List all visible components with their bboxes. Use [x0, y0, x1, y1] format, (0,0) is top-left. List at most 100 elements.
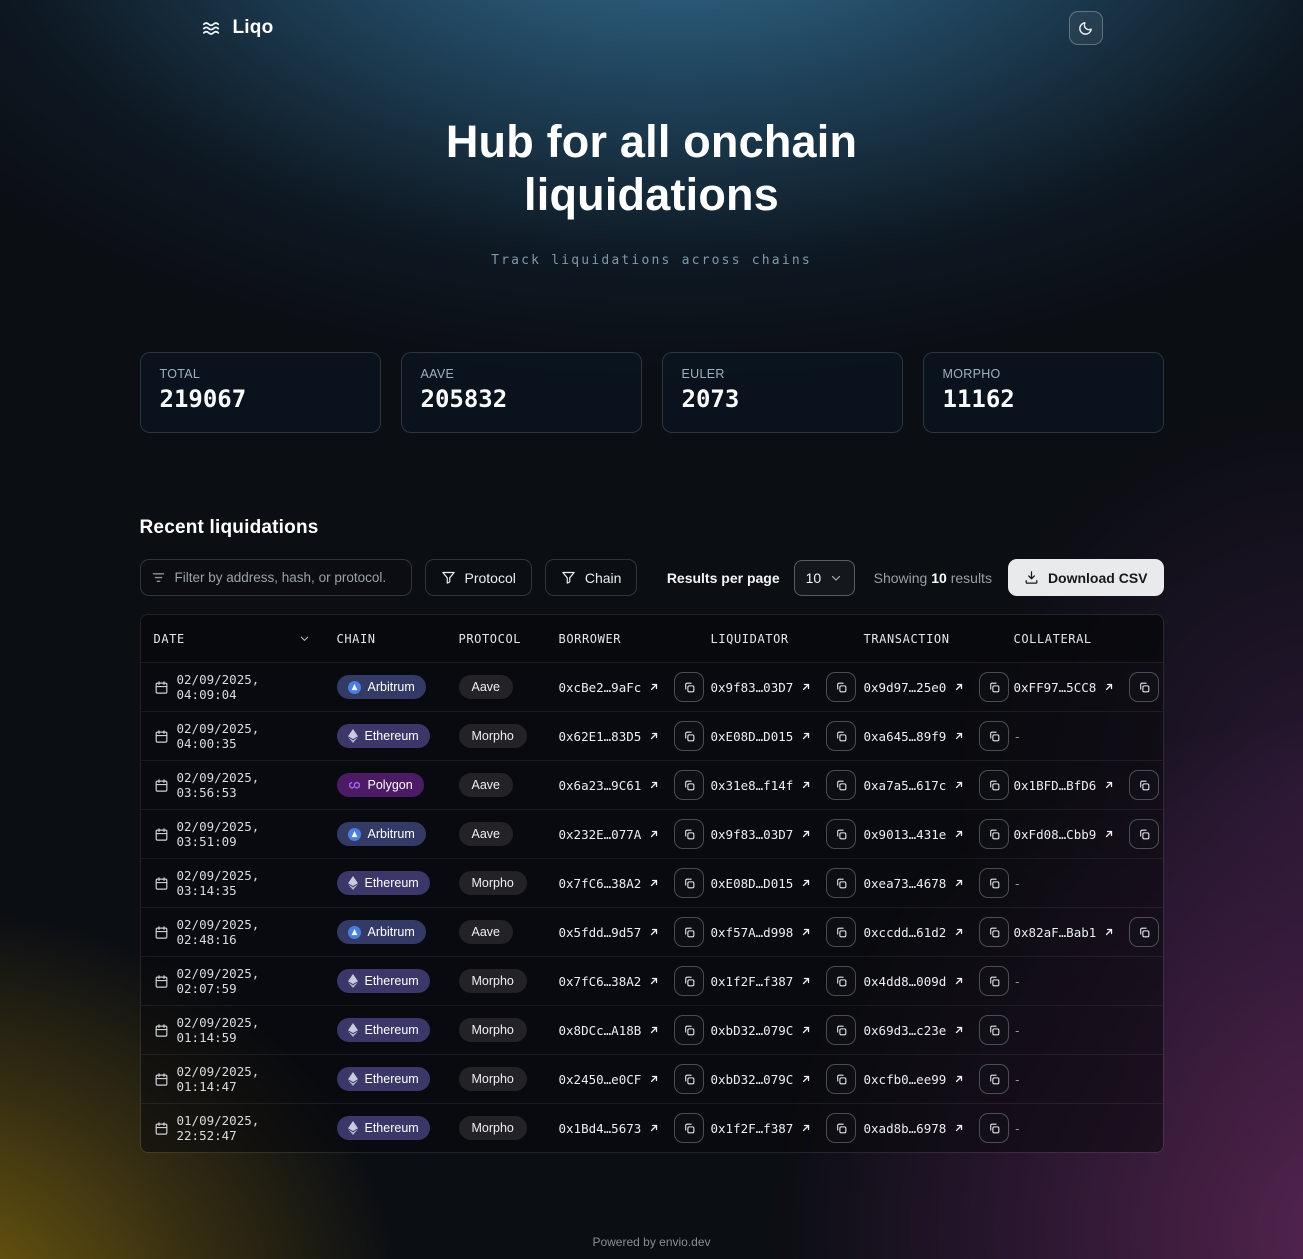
collateral-address-link[interactable]: -: [1013, 1120, 1022, 1136]
arrow-up-right-icon: [648, 681, 660, 693]
stat-card-euler: EULER 2073: [661, 352, 903, 434]
copy-button[interactable]: [979, 819, 1010, 850]
copy-button[interactable]: [674, 1064, 705, 1095]
transaction-hash-link[interactable]: 0xa7a5…617c: [863, 777, 947, 793]
logo[interactable]: Liqo: [201, 17, 274, 40]
liquidator-address-link[interactable]: 0xbD32…079C: [710, 1022, 794, 1038]
protocol-filter-button[interactable]: Protocol: [424, 559, 532, 597]
collateral-address-link[interactable]: -: [1013, 728, 1022, 744]
copy-button[interactable]: [674, 966, 705, 997]
borrower-address-link[interactable]: 0x62E1…83D5: [558, 728, 642, 744]
arbitrum-icon: [347, 680, 361, 694]
liquidator-address-link[interactable]: 0x9f83…03D7: [710, 826, 794, 842]
collateral-address-link[interactable]: 0x82aF…Bab1: [1013, 924, 1097, 940]
theme-toggle-button[interactable]: [1068, 11, 1103, 45]
liquidator-cell: 0x9f83…03D7: [698, 819, 857, 850]
transaction-hash-link[interactable]: 0x4dd8…009d: [863, 973, 947, 989]
copy-button[interactable]: [674, 1113, 705, 1144]
copy-button[interactable]: [826, 1113, 857, 1144]
copy-button[interactable]: [979, 868, 1010, 899]
per-page-select[interactable]: 10: [793, 559, 855, 596]
copy-button[interactable]: [1129, 770, 1160, 801]
borrower-address-link[interactable]: 0x232E…077A: [558, 826, 642, 842]
arrow-up-right-icon: [800, 877, 812, 889]
collateral-address-link[interactable]: -: [1013, 1071, 1022, 1087]
borrower-address-link[interactable]: 0x8DCc…A18B: [558, 1022, 642, 1038]
transaction-hash-link[interactable]: 0xea73…4678: [863, 875, 947, 891]
liquidator-address-link[interactable]: 0x31e8…f14f: [710, 777, 794, 793]
borrower-address-link[interactable]: 0x7fC6…38A2: [558, 875, 642, 891]
search-input[interactable]: [139, 559, 412, 597]
copy-button[interactable]: [979, 721, 1010, 752]
chain-name: Ethereum: [364, 729, 419, 744]
copy-button[interactable]: [826, 770, 857, 801]
copy-button[interactable]: [826, 721, 857, 752]
borrower-address-link[interactable]: 0x2450…e0CF: [558, 1071, 642, 1087]
liquidator-address-link[interactable]: 0x1f2F…f387: [710, 1120, 794, 1136]
copy-button[interactable]: [826, 966, 857, 997]
copy-button[interactable]: [826, 1064, 857, 1095]
copy-button[interactable]: [979, 1113, 1010, 1144]
date-value: 02/09/2025, 04:00:35: [176, 721, 260, 752]
borrower-address-link[interactable]: 0x1Bd4…5673: [558, 1120, 642, 1136]
transaction-hash-link[interactable]: 0x9d97…25e0: [863, 679, 947, 695]
liquidator-address-link[interactable]: 0x1f2F…f387: [710, 973, 794, 989]
transaction-hash-link[interactable]: 0xad8b…6978: [863, 1120, 947, 1136]
liquidator-address-link[interactable]: 0xE08D…D015: [710, 875, 794, 891]
transaction-hash-link[interactable]: 0x69d3…c23e: [863, 1022, 947, 1038]
copy-button[interactable]: [674, 868, 705, 899]
filter-toolbar: Protocol Chain Results per page 10 Showi…: [139, 559, 1164, 597]
copy-button[interactable]: [826, 672, 857, 703]
liquidator-address-link[interactable]: 0x9f83…03D7: [710, 679, 794, 695]
borrower-address-link[interactable]: 0x7fC6…38A2: [558, 973, 642, 989]
copy-button[interactable]: [674, 1015, 705, 1046]
collateral-address-link[interactable]: 0x1BFD…BfD6: [1013, 777, 1097, 793]
copy-button[interactable]: [674, 917, 705, 948]
protocol-badge: Aave: [458, 773, 513, 798]
transaction-hash-link[interactable]: 0xcfb0…ee99: [863, 1071, 947, 1087]
borrower-address-link[interactable]: 0x6a23…9C61: [558, 777, 642, 793]
copy-button[interactable]: [979, 770, 1010, 801]
copy-button[interactable]: [1129, 672, 1160, 703]
download-csv-button[interactable]: Download CSV: [1007, 559, 1164, 597]
transaction-hash-link[interactable]: 0xccdd…61d2: [863, 924, 947, 940]
collateral-address-link[interactable]: -: [1013, 1022, 1022, 1038]
arrow-up-right-icon: [648, 1024, 660, 1036]
copy-button[interactable]: [1129, 917, 1160, 948]
copy-button[interactable]: [979, 966, 1010, 997]
borrower-cell: 0x6a23…9C61: [546, 770, 705, 801]
arrow-up-right-icon: [648, 828, 660, 840]
transaction-hash-link[interactable]: 0x9013…431e: [863, 826, 947, 842]
copy-button[interactable]: [674, 721, 705, 752]
liquidator-address-link[interactable]: 0xE08D…D015: [710, 728, 794, 744]
collateral-address-link[interactable]: 0xFF97…5CC8: [1013, 679, 1097, 695]
copy-button[interactable]: [674, 819, 705, 850]
arrow-up-right-icon: [648, 975, 660, 987]
copy-button[interactable]: [674, 770, 705, 801]
collateral-address-link[interactable]: 0xFd08…Cbb9: [1013, 826, 1097, 842]
collateral-address-link[interactable]: -: [1013, 973, 1022, 989]
copy-button[interactable]: [979, 1064, 1010, 1095]
column-header-date[interactable]: DATE: [141, 632, 324, 646]
protocol-badge: Morpho: [458, 969, 527, 994]
arrow-up-right-icon: [1103, 779, 1115, 791]
column-header-transaction: TRANSACTION: [863, 631, 950, 646]
copy-button[interactable]: [979, 1015, 1010, 1046]
copy-button[interactable]: [826, 819, 857, 850]
copy-button[interactable]: [674, 672, 705, 703]
copy-button[interactable]: [979, 917, 1010, 948]
liquidator-address-link[interactable]: 0xbD32…079C: [710, 1071, 794, 1087]
liquidator-address-link[interactable]: 0xf57A…d998: [710, 924, 794, 940]
copy-button[interactable]: [826, 868, 857, 899]
collateral-address-link[interactable]: -: [1013, 875, 1022, 891]
borrower-address-link[interactable]: 0xcBe2…9aFc: [558, 679, 642, 695]
copy-button[interactable]: [826, 917, 857, 948]
copy-button[interactable]: [979, 672, 1010, 703]
transaction-cell: 0x9d97…25e0: [851, 672, 1010, 703]
transaction-hash-link[interactable]: 0xa645…89f9: [863, 728, 947, 744]
copy-button[interactable]: [826, 1015, 857, 1046]
borrower-address-link[interactable]: 0x5fdd…9d57: [558, 924, 642, 940]
copy-button[interactable]: [1129, 819, 1160, 850]
ethereum-icon: [347, 1072, 358, 1087]
chain-filter-button[interactable]: Chain: [544, 559, 638, 597]
